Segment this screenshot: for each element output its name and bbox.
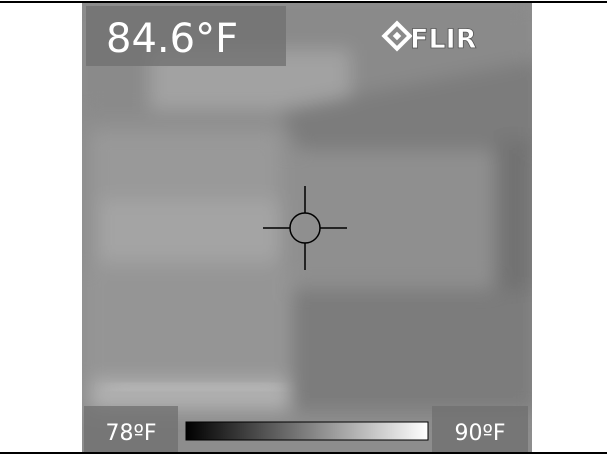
color-scale — [185, 421, 429, 441]
min-box — [84, 406, 178, 452]
scale-max-label: 90ºF — [454, 421, 505, 446]
max-box — [432, 406, 528, 452]
crosshair — [263, 186, 347, 270]
scale-min-label: 78ºF — [105, 421, 156, 446]
reading-box — [86, 6, 286, 66]
brand-name: FLIR — [410, 24, 477, 55]
thermal-image — [82, 3, 532, 452]
temperature-reading: 84.6°F — [106, 16, 238, 62]
brand-logo: FLIR — [381, 20, 477, 55]
